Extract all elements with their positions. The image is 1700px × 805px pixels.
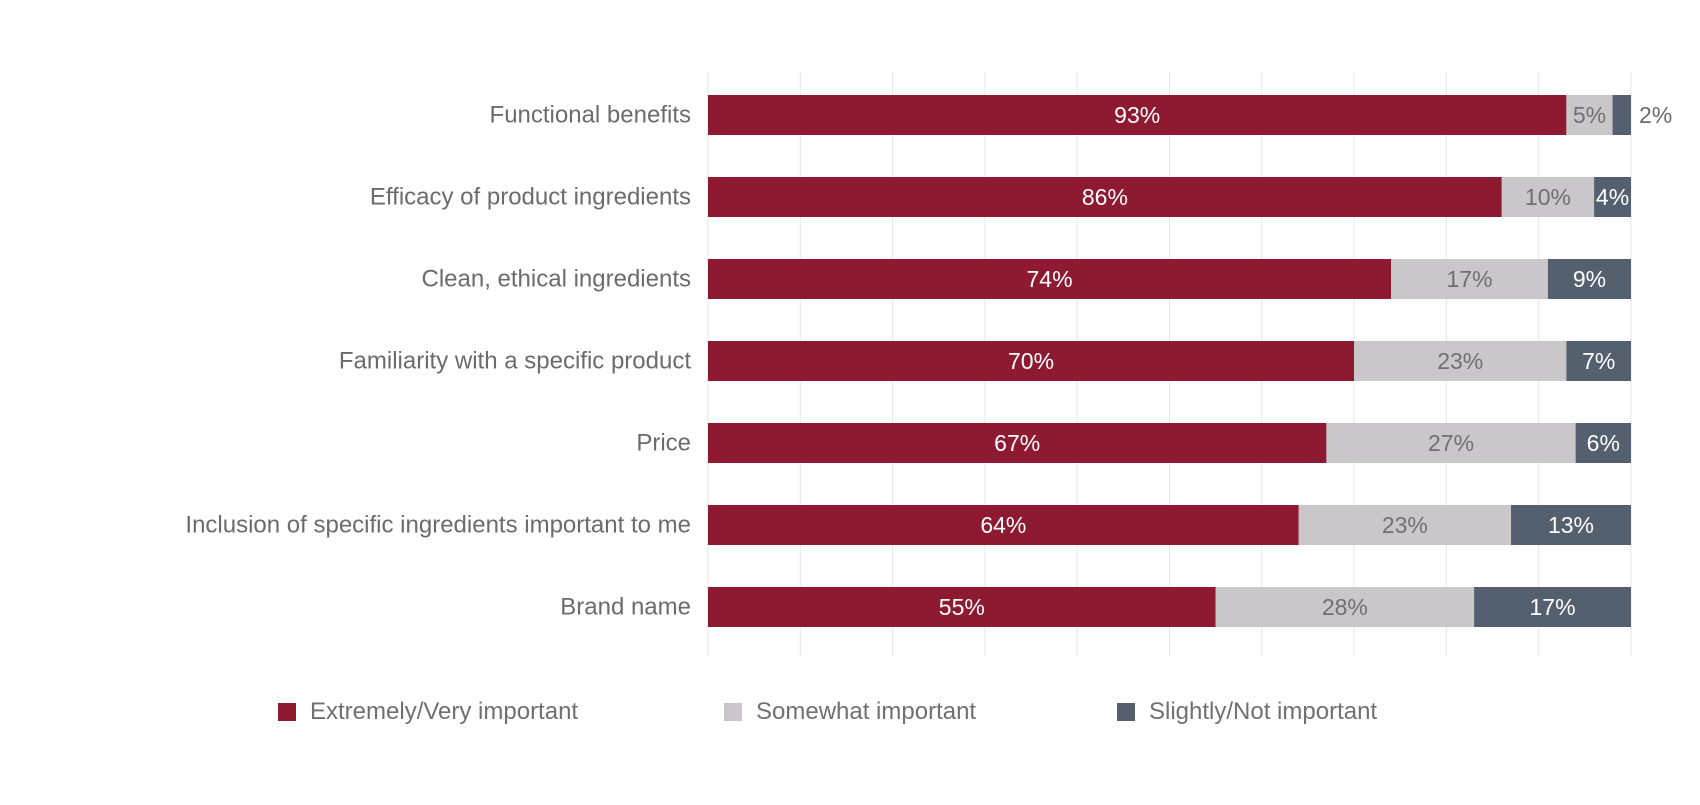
bar-slightly-not-important-inclusion-of-specific-ingredients-important-to-me bbox=[1511, 505, 1631, 545]
legend-label-somewhat-important: Somewhat important bbox=[756, 698, 977, 725]
bar-somewhat-important-price bbox=[1326, 423, 1576, 463]
data-label-extremely-very-important-brand-name: 55% bbox=[939, 594, 985, 620]
category-label-clean-ethical-ingredients: Clean, ethical ingredients bbox=[422, 266, 692, 293]
category-label-familiarity-with-a-specific-product: Familiarity with a specific product bbox=[339, 348, 691, 375]
category-labels: Functional benefits Efficacy of product i… bbox=[185, 102, 691, 621]
bar-slightly-not-important-functional-benefits bbox=[1612, 95, 1631, 135]
data-label-slightly-not-important-brand-name: 17% bbox=[1530, 594, 1576, 620]
bar-extremely-very-important-brand-name bbox=[708, 587, 1216, 627]
bar-somewhat-important-familiarity-with-a-specific-product bbox=[1354, 341, 1567, 381]
bar-slightly-not-important-familiarity-with-a-specific-product bbox=[1566, 341, 1631, 381]
legend-item-somewhat-important: Somewhat important bbox=[724, 692, 976, 732]
data-label-extremely-very-important-clean-ethical-ingredients: 74% bbox=[1026, 266, 1072, 292]
data-label-slightly-not-important-efficacy-of-product-ingredients: 4% bbox=[1596, 184, 1629, 210]
data-label-somewhat-important-price: 27% bbox=[1428, 430, 1474, 456]
bars: 93% 5% 2% 86% 10% 4% 74% 17% 9% 70% 23% 7% 67% 27% 6% 6… bbox=[708, 95, 1672, 627]
bar-extremely-very-important-clean-ethical-ingredients bbox=[708, 259, 1392, 299]
category-label-price: Price bbox=[636, 430, 691, 457]
data-label-slightly-not-important-functional-benefits: 2% bbox=[1639, 102, 1672, 128]
data-label-somewhat-important-brand-name: 28% bbox=[1322, 594, 1368, 620]
bar-slightly-not-important-price bbox=[1575, 423, 1631, 463]
legend-swatch-slightly-not-important bbox=[1117, 703, 1135, 721]
data-label-slightly-not-important-familiarity-with-a-specific-product: 7% bbox=[1582, 348, 1615, 374]
data-label-extremely-very-important-familiarity-with-a-specific-product: 70% bbox=[1008, 348, 1054, 374]
bar-extremely-very-important-inclusion-of-specific-ingredients-important-to-me bbox=[708, 505, 1299, 545]
data-label-slightly-not-important-clean-ethical-ingredients: 9% bbox=[1573, 266, 1606, 292]
bar-somewhat-important-inclusion-of-specific-ingredients-important-to-me bbox=[1298, 505, 1512, 545]
bar-somewhat-important-functional-benefits bbox=[1566, 95, 1613, 135]
data-label-somewhat-important-familiarity-with-a-specific-product: 23% bbox=[1437, 348, 1483, 374]
bar-somewhat-important-brand-name bbox=[1215, 587, 1475, 627]
bar-extremely-very-important-familiarity-with-a-specific-product bbox=[708, 341, 1355, 381]
bar-extremely-very-important-price bbox=[708, 423, 1327, 463]
legend: Extremely/Very important Somewhat import… bbox=[0, 692, 1700, 732]
category-label-inclusion-of-specific-ingredients-important-to-me: Inclusion of specific ingredients import… bbox=[185, 512, 691, 539]
bar-extremely-very-important-efficacy-of-product-ingredients bbox=[708, 177, 1502, 217]
category-label-brand-name: Brand name bbox=[560, 594, 691, 621]
legend-label-slightly-not-important: Slightly/Not important bbox=[1149, 698, 1378, 725]
data-label-slightly-not-important-price: 6% bbox=[1587, 430, 1620, 456]
data-label-somewhat-important-functional-benefits: 5% bbox=[1573, 102, 1606, 128]
data-label-somewhat-important-efficacy-of-product-ingredients: 10% bbox=[1525, 184, 1571, 210]
legend-item-slightly-not-important: Slightly/Not important bbox=[1117, 692, 1377, 732]
category-label-efficacy-of-product-ingredients: Efficacy of product ingredients bbox=[370, 184, 691, 211]
data-label-somewhat-important-inclusion-of-specific-ingredients-important-to-me: 23% bbox=[1382, 512, 1428, 538]
data-label-extremely-very-important-functional-benefits: 93% bbox=[1114, 102, 1160, 128]
data-label-extremely-very-important-inclusion-of-specific-ingredients-important-to-me: 64% bbox=[980, 512, 1026, 538]
legend-swatch-somewhat-important bbox=[724, 703, 742, 721]
data-label-somewhat-important-clean-ethical-ingredients: 17% bbox=[1446, 266, 1492, 292]
bar-extremely-very-important-functional-benefits bbox=[708, 95, 1567, 135]
data-label-extremely-very-important-price: 67% bbox=[994, 430, 1040, 456]
bar-somewhat-important-efficacy-of-product-ingredients bbox=[1501, 177, 1595, 217]
bar-slightly-not-important-brand-name bbox=[1474, 587, 1631, 627]
legend-item-extremely-very-important: Extremely/Very important bbox=[278, 692, 578, 732]
data-label-slightly-not-important-inclusion-of-specific-ingredients-important-to-me: 13% bbox=[1548, 512, 1594, 538]
bar-slightly-not-important-efficacy-of-product-ingredients bbox=[1594, 177, 1631, 217]
legend-label-extremely-very-important: Extremely/Very important bbox=[310, 698, 579, 725]
bar-somewhat-important-clean-ethical-ingredients bbox=[1391, 259, 1548, 299]
bar-slightly-not-important-clean-ethical-ingredients bbox=[1547, 259, 1631, 299]
data-label-extremely-very-important-efficacy-of-product-ingredients: 86% bbox=[1082, 184, 1128, 210]
legend-swatch-extremely-very-important bbox=[278, 703, 296, 721]
category-label-functional-benefits: Functional benefits bbox=[490, 102, 691, 129]
